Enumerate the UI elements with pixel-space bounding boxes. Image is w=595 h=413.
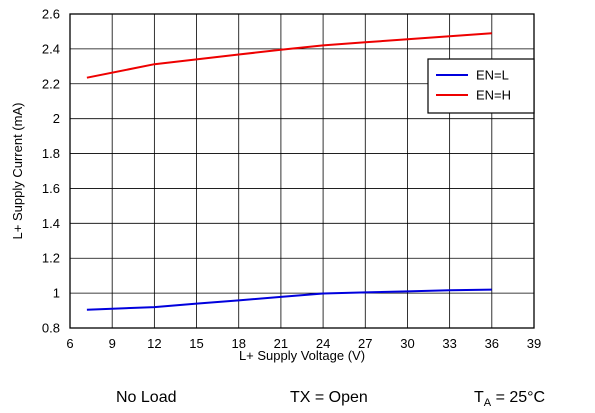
x-tick-label: 24: [316, 336, 330, 351]
y-tick-labels: 0.8 1 1.2 1.4 1.6 1.8 2 2.2 2.4 2.6: [42, 7, 60, 336]
footer-load-condition: No Load: [116, 389, 177, 406]
x-tick-label: 33: [442, 336, 456, 351]
y-tick-label: 2: [53, 111, 60, 126]
x-tick-label: 6: [66, 336, 73, 351]
y-axis-label: L+ Supply Current (mA): [10, 103, 25, 240]
x-tick-label: 39: [527, 336, 541, 351]
footer-tx-condition: TX = Open: [290, 389, 368, 406]
x-axis-label: L+ Supply Voltage (V): [239, 348, 365, 363]
footer-ambient-temperature: TA = 25°C: [474, 388, 545, 413]
y-tick-label: 2.6: [42, 7, 60, 22]
series-layer: [86, 32, 492, 311]
plot-area-frame: [69, 13, 535, 329]
chart-legend: EN=L EN=H: [427, 58, 535, 114]
x-tick-label: 12: [147, 336, 161, 351]
y-tick-label: 1.6: [42, 181, 60, 196]
y-tick-label: 0.8: [42, 321, 60, 336]
y-tick-label: 1.2: [42, 251, 60, 266]
temperature-symbol: T: [474, 389, 484, 406]
x-tick-labels: 6 9 12 15 18 21 24 27 30 33 36 39: [66, 336, 541, 351]
temperature-value: = 25°C: [491, 389, 546, 406]
x-tick-label: 30: [400, 336, 414, 351]
x-tick-label: 27: [358, 336, 372, 351]
series-line-en-h: [86, 32, 492, 79]
y-tick-label: 1.8: [42, 146, 60, 161]
y-tick-label: 2.2: [42, 76, 60, 91]
x-tick-label: 21: [274, 336, 288, 351]
y-tick-label: 1.4: [42, 216, 60, 231]
x-tick-label: 9: [109, 336, 116, 351]
legend-box: [427, 58, 535, 114]
x-tick-label: 18: [231, 336, 245, 351]
legend-label: EN=H: [476, 88, 511, 103]
x-tick-label: 15: [189, 336, 203, 351]
y-tick-label: 2.4: [42, 41, 60, 56]
supply-current-chart: 6 9 12 15 18 21 24 27 30 33 36 39 0.8 1 1.2 1.4 1.6 1.8 2…: [10, 7, 541, 364]
temperature-subscript: A: [483, 397, 492, 410]
series-line-en-l: [86, 288, 492, 311]
x-tick-label: 36: [485, 336, 499, 351]
y-tick-label: 1: [53, 286, 60, 301]
legend-label: EN=L: [476, 68, 509, 83]
